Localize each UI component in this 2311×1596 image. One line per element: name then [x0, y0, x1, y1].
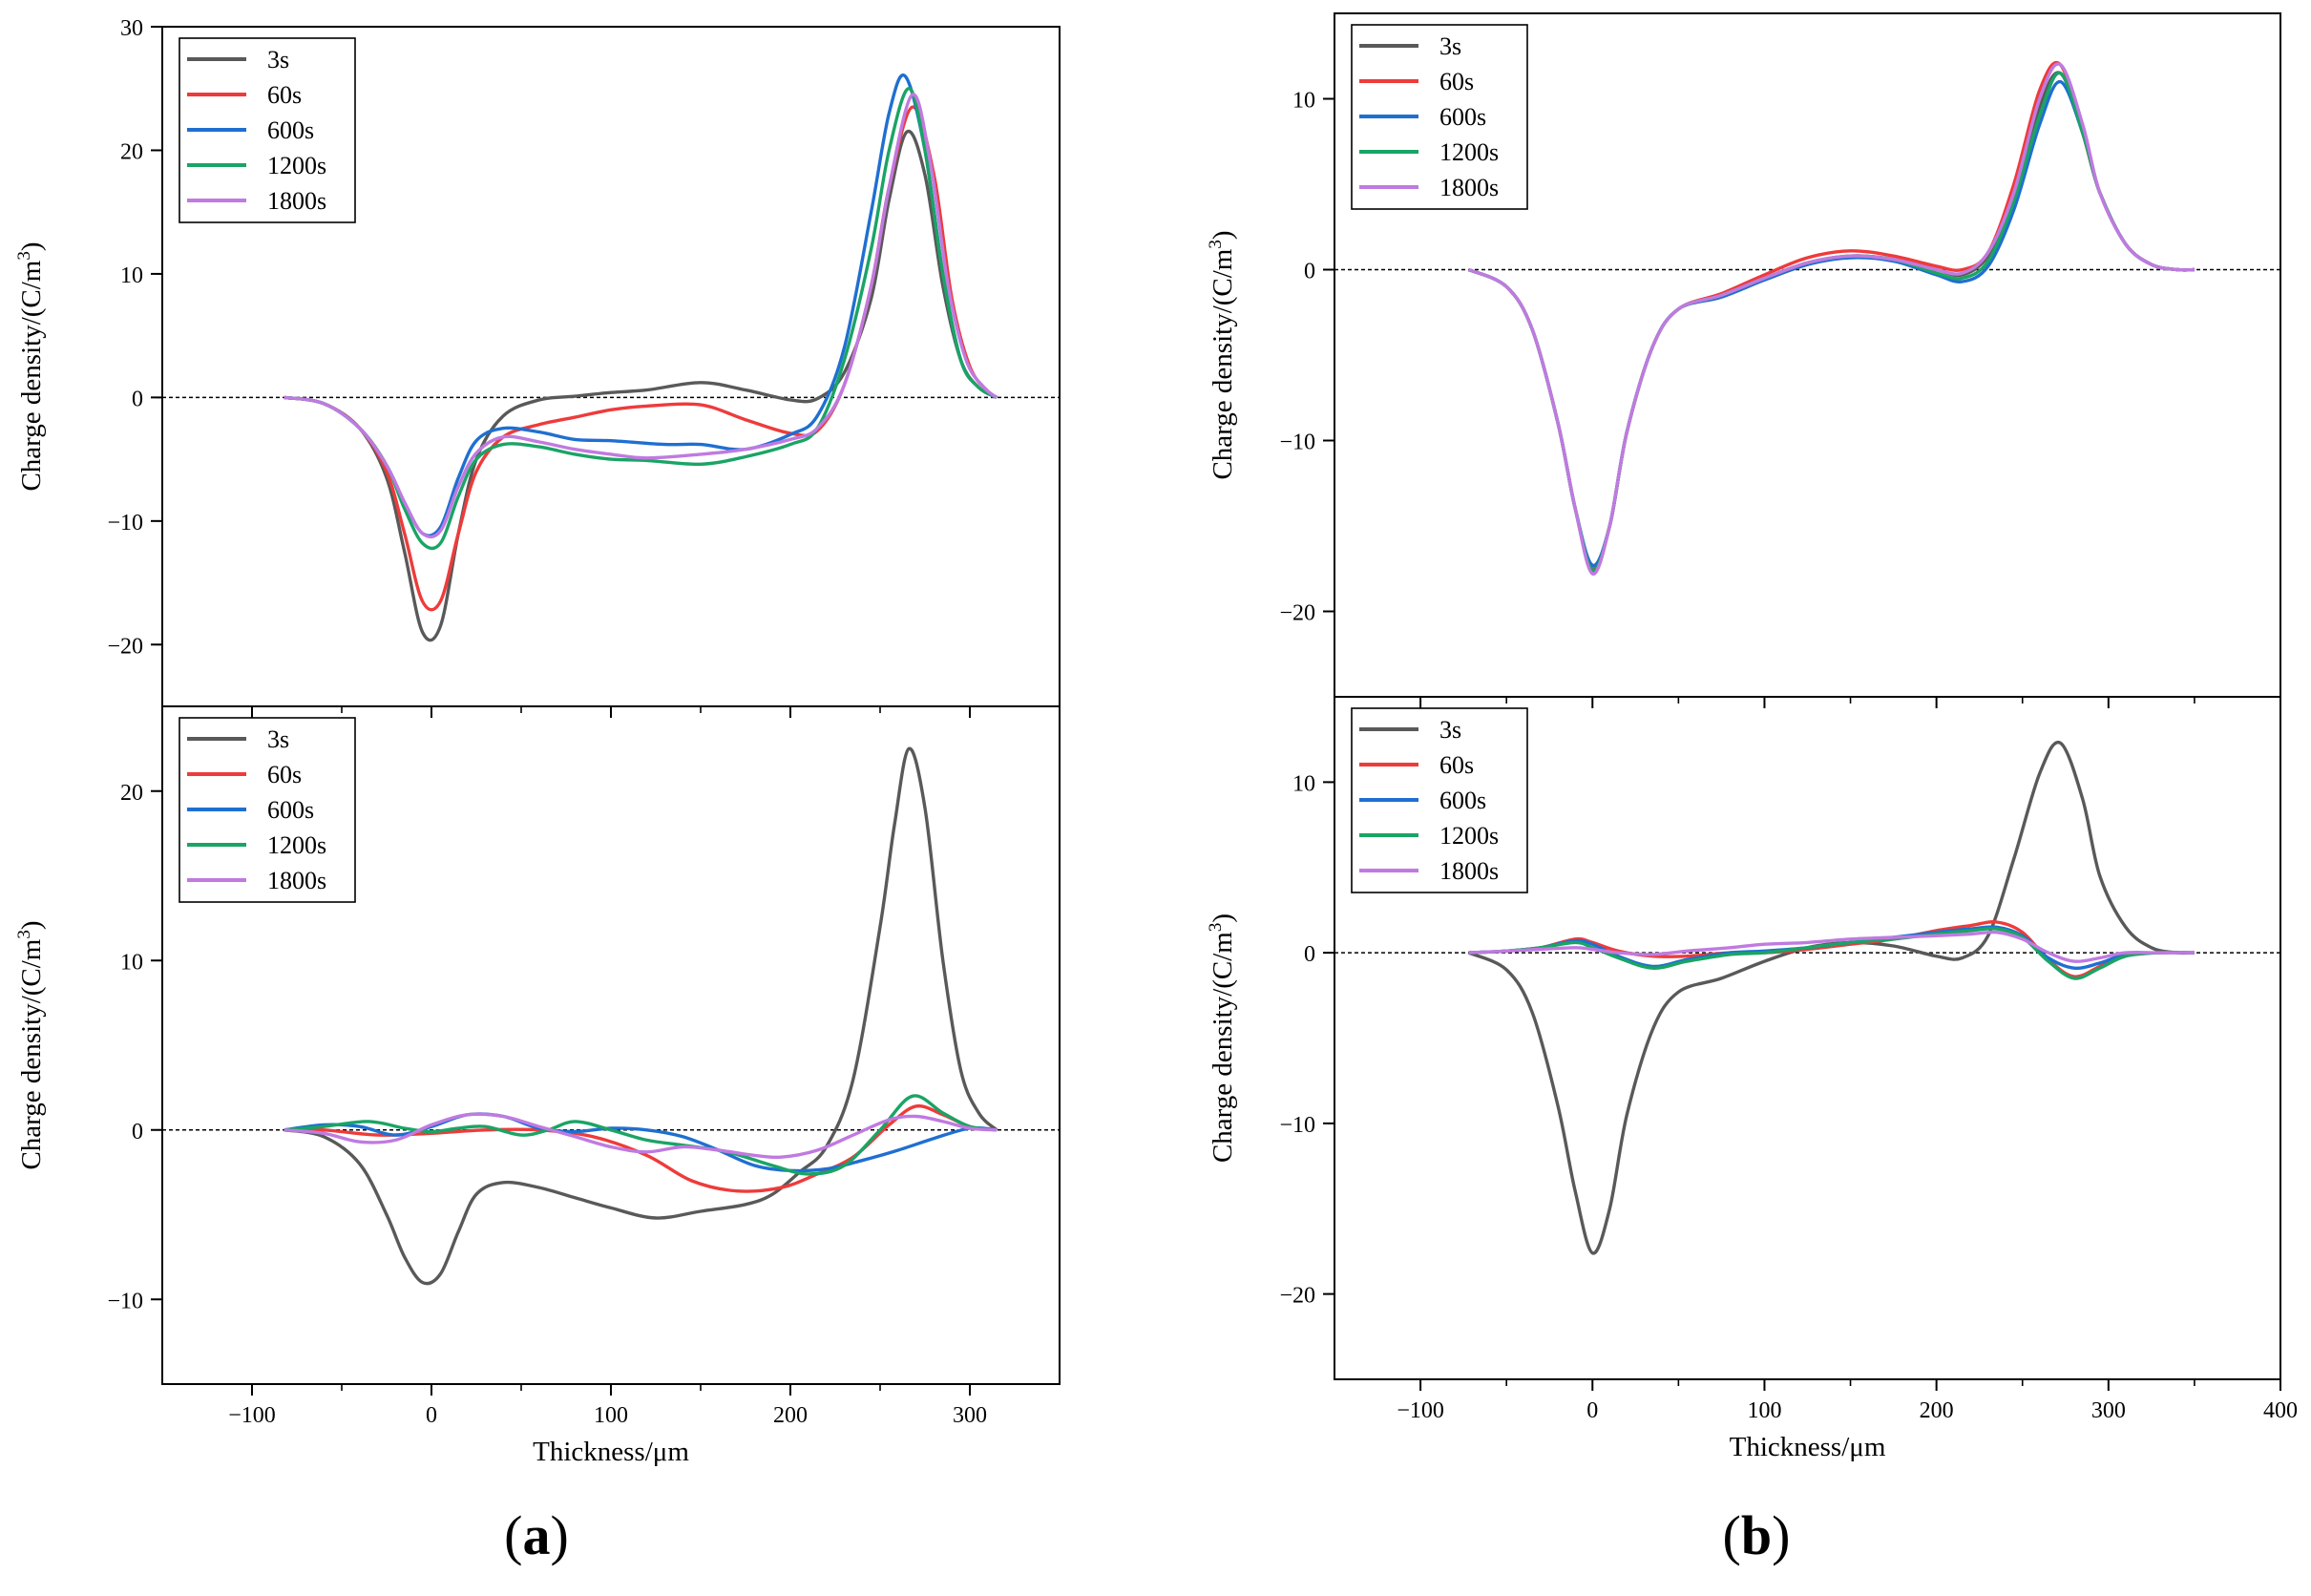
panel-label-letter: b — [1741, 1504, 1772, 1566]
y-tick-label: −20 — [1279, 601, 1315, 626]
legend-label-1800s: 1800s — [1439, 857, 1499, 885]
y-axis-label-close: ) — [16, 242, 47, 251]
y-tick-label: −10 — [1279, 430, 1315, 455]
y-tick-label: 10 — [1292, 89, 1315, 114]
series-line-1800s — [1468, 930, 2195, 963]
legend-label-600s: 600s — [267, 796, 314, 824]
legend-label-60s: 60s — [1439, 68, 1474, 95]
x-tick-label: −100 — [228, 1403, 276, 1428]
panel-label-letter: a — [523, 1504, 551, 1566]
y-tick-label: 0 — [132, 1120, 143, 1144]
y-tick-label: 10 — [1292, 771, 1315, 796]
series-line-3s — [284, 129, 998, 642]
x-tick-label: 200 — [1920, 1398, 1954, 1423]
x-tick-label: 400 — [2263, 1398, 2298, 1423]
legend-label-1800s: 1800s — [267, 867, 326, 894]
x-tick-label: 100 — [1747, 1398, 1781, 1423]
series-line-600s — [1467, 79, 2195, 567]
x-tick-label: −100 — [1397, 1398, 1444, 1423]
panel-label-b: (b) — [1723, 1504, 1791, 1566]
legend: 3s 60s 600s 1200s 1800s — [1351, 24, 1528, 210]
y-tick-label: −10 — [1279, 1113, 1315, 1138]
legend-label-1200s: 1200s — [1439, 138, 1499, 166]
x-tick-label: 100 — [594, 1403, 628, 1428]
x-axis-label: Thickness/μm — [533, 1437, 689, 1467]
series-line-1800s — [284, 1112, 998, 1160]
x-axis-label: Thickness/μm — [1730, 1432, 1886, 1462]
y-axis-label-text: Charge density/(C/m — [1208, 248, 1238, 479]
x-tick-label: 0 — [1586, 1398, 1598, 1423]
legend-label-3s: 3s — [267, 725, 289, 753]
y-tick-label: −20 — [107, 634, 143, 659]
legend-label-1200s: 1200s — [267, 152, 326, 179]
series-line-1200s — [1467, 71, 2195, 573]
series-line-1200s — [1468, 927, 2195, 980]
y-axis-label-text: Charge density/(C/m — [16, 938, 47, 1169]
y-tick-label: 10 — [120, 263, 143, 288]
y-tick-label: −10 — [107, 1289, 143, 1313]
y-tick-label: −20 — [1279, 1284, 1315, 1309]
legend-label-1200s: 1200s — [267, 831, 326, 859]
series-line-600s — [284, 1112, 998, 1173]
y-tick-label: 20 — [120, 781, 143, 806]
y-tick-label: 0 — [132, 387, 143, 411]
legend-label-1800s: 1800s — [1439, 174, 1499, 201]
panel-label-open: ( — [504, 1504, 522, 1566]
plot-frame — [1334, 696, 2281, 1380]
legend-label-600s: 600s — [1439, 103, 1486, 131]
x-tick-label: 300 — [953, 1403, 987, 1428]
y-axis-label-exponent: 3 — [1206, 240, 1226, 249]
y-tick-label: 0 — [1304, 942, 1315, 967]
y-axis-label-close: ) — [1208, 914, 1238, 923]
panel-label-close: ) — [1772, 1504, 1790, 1566]
series-line-1200s — [284, 87, 998, 551]
legend: 3s 60s 600s 1200s 1800s — [1351, 707, 1528, 893]
legend-label-1800s: 1800s — [267, 187, 326, 215]
y-axis-label: Charge density/(C/m3) — [1206, 914, 1238, 1163]
panel-label-open: ( — [1723, 1504, 1741, 1566]
legend-label-3s: 3s — [1439, 716, 1461, 744]
y-tick-label: 30 — [120, 16, 143, 41]
series-line-3s — [1467, 740, 2195, 1255]
x-tick-label: 300 — [2091, 1398, 2126, 1423]
y-axis-label-text: Charge density/(C/m — [16, 260, 47, 491]
legend-label-3s: 3s — [267, 46, 289, 74]
y-axis-label-exponent: 3 — [14, 251, 34, 261]
series-line-60s — [284, 1103, 998, 1193]
series-line-1800s — [1467, 62, 2195, 576]
y-axis-label-close: ) — [16, 920, 47, 930]
y-axis-label-close: ) — [1208, 230, 1238, 240]
legend: 3s 60s 600s 1200s 1800s — [179, 717, 356, 903]
y-tick-label: 20 — [120, 139, 143, 164]
y-tick-label: −10 — [107, 511, 143, 536]
chart-b_top: −20 −10 0 10 Charge density/(C/m3) 3s 60s 600s 1… — [1206, 12, 2281, 708]
series-line-1800s — [284, 93, 998, 539]
legend: 3s 60s 600s 1200s 1800s — [179, 37, 356, 223]
y-axis-label: Charge density/(C/m3) — [1206, 230, 1238, 479]
y-axis-label: Charge density/(C/m3) — [14, 920, 47, 1169]
y-axis-label-text: Charge density/(C/m — [1208, 932, 1238, 1163]
legend-label-60s: 60s — [267, 81, 302, 109]
series-line-3s — [284, 746, 998, 1286]
legend-label-60s: 60s — [267, 761, 302, 788]
legend-label-3s: 3s — [1439, 32, 1461, 60]
y-axis-label-exponent: 3 — [14, 930, 34, 939]
x-tick-label: 0 — [426, 1403, 437, 1428]
legend-label-600s: 600s — [267, 116, 314, 144]
y-axis-label: Charge density/(C/m3) — [14, 242, 47, 491]
x-tick-label: 200 — [773, 1403, 808, 1428]
chart-a_top: −20 −10 0 10 20 30 Charge density/(C/m3) 3s 60s 6… — [14, 16, 1061, 718]
y-tick-label: 0 — [1304, 260, 1315, 284]
panel-label-a: (a) — [504, 1504, 569, 1566]
legend-label-1200s: 1200s — [1439, 822, 1499, 850]
legend-label-600s: 600s — [1439, 787, 1486, 814]
panel-label-close: ) — [551, 1504, 569, 1566]
y-tick-label: 10 — [120, 950, 143, 975]
legend-label-60s: 60s — [1439, 751, 1474, 779]
y-axis-label-exponent: 3 — [1206, 923, 1226, 933]
